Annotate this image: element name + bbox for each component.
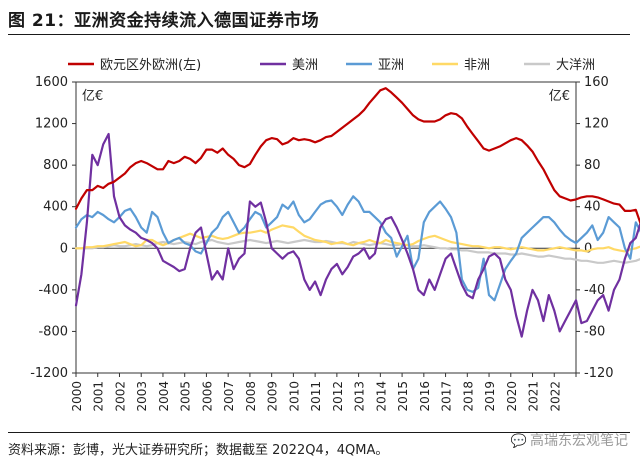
watermark-text: 高瑞东宏观笔记 <box>530 433 628 449</box>
x-tick-label: 2002 <box>113 381 127 412</box>
watermark: 💬 高瑞东宏观笔记 <box>511 430 628 450</box>
x-tick-label: 2018 <box>461 381 475 412</box>
series-line-2 <box>74 132 640 338</box>
series-line-1 <box>74 87 640 226</box>
footer-divider <box>8 432 630 433</box>
right-tick-label: -120 <box>584 366 614 381</box>
x-tick-label: 2010 <box>287 381 301 412</box>
legend-label: 欧元区外欧洲(左) <box>100 58 201 73</box>
legend: 欧元区外欧洲(左) 美洲 亚洲 非洲 大洋洲 <box>68 58 595 73</box>
x-tick-label: 2013 <box>353 381 367 412</box>
left-tick-label: 1200 <box>35 117 68 132</box>
x-tick-label: 2000 <box>70 381 84 412</box>
x-tick-label: 2012 <box>331 381 345 412</box>
x-tick-label: 2021 <box>527 381 541 412</box>
right-tick-label: 0 <box>584 241 592 256</box>
x-tick-label: 2004 <box>157 381 171 412</box>
right-tick-label: 80 <box>584 158 601 173</box>
series-line-4 <box>74 224 640 253</box>
x-tick-label: 2016 <box>418 381 432 412</box>
x-tick-label: 2001 <box>92 381 106 412</box>
x-tick-label: 2014 <box>374 381 388 412</box>
legend-label: 大洋洲 <box>556 58 595 73</box>
x-tick-label: 2022 <box>548 381 562 412</box>
right-tick-label: 120 <box>584 117 609 132</box>
x-tick-label: 2007 <box>222 381 236 412</box>
series-line-3 <box>74 195 640 302</box>
x-tick-label: 2006 <box>200 381 214 412</box>
x-tick-label: 2020 <box>505 381 519 412</box>
x-tick-label: 2008 <box>244 381 258 412</box>
right-tick-label: 40 <box>584 200 601 215</box>
left-tick-label: -400 <box>38 283 68 298</box>
chart-title: 图 21：亚洲资金持续流入德国证券市场 <box>8 11 320 31</box>
plot-border <box>75 81 577 374</box>
right-axis-unit: 亿€ <box>549 89 570 104</box>
title-divider <box>8 34 630 35</box>
x-tick-label: 2003 <box>135 381 149 412</box>
right-tick-label: -80 <box>584 324 605 339</box>
x-tick-label: 2019 <box>483 381 497 412</box>
left-tick-label: 1600 <box>35 75 68 90</box>
left-tick-label: -1200 <box>30 366 68 381</box>
legend-label: 亚洲 <box>378 58 404 73</box>
left-tick-label: -800 <box>38 324 68 339</box>
right-tick-label: 160 <box>584 75 609 90</box>
plot-frame <box>75 81 577 374</box>
wechat-icon: 💬 <box>510 434 527 449</box>
x-tick-label: 2015 <box>396 381 410 412</box>
series-lines <box>74 87 640 338</box>
legend-label: 美洲 <box>292 58 318 73</box>
x-tick-label: 2011 <box>309 381 323 412</box>
left-tick-label: 800 <box>43 158 68 173</box>
legend-label: 非洲 <box>464 58 490 73</box>
left-tick-label: 0 <box>60 241 68 256</box>
axes: -1200-800-400040080012001600-120-80-4004… <box>30 75 613 412</box>
x-tick-label: 2017 <box>440 381 454 412</box>
x-tick-label: 2005 <box>179 381 193 412</box>
left-tick-label: 400 <box>43 200 68 215</box>
x-tick-label: 2009 <box>266 381 280 412</box>
right-tick-label: -40 <box>584 283 605 298</box>
source-note: 资料来源：彭博，光大证券研究所；数据截至 2022Q4，4QMA。 <box>8 443 389 458</box>
left-axis-unit: 亿€ <box>82 89 103 104</box>
